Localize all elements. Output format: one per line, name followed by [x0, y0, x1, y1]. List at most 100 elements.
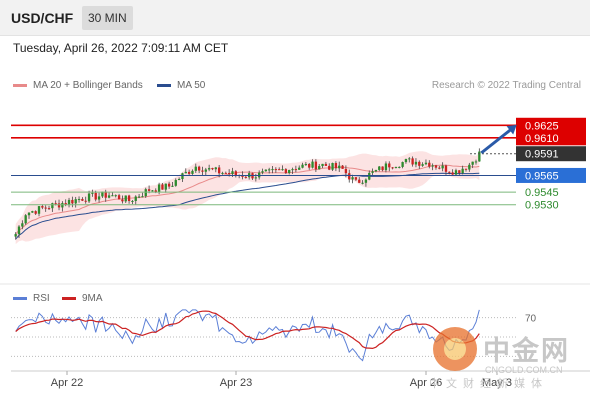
candle-body: [381, 166, 384, 171]
pivot-label: 0.9565: [525, 170, 559, 182]
candle-body: [361, 182, 364, 184]
candle-body: [434, 165, 438, 168]
legend-rsi-label: RSI: [33, 293, 50, 304]
x-tick-label: Apr 26: [410, 377, 442, 389]
x-tick-label: Apr 23: [220, 377, 252, 389]
candle-body: [197, 166, 201, 171]
candle-body: [31, 211, 34, 213]
candle-body: [344, 168, 348, 174]
candle-body: [21, 223, 24, 227]
candle-body: [47, 208, 51, 210]
candle-body: [358, 179, 361, 183]
candle-body: [288, 169, 291, 174]
candle-body: [341, 165, 344, 169]
candle-body: [331, 162, 334, 170]
candle-body: [461, 168, 464, 174]
candle-body: [328, 165, 331, 170]
x-tick-label: Apr 22: [51, 377, 83, 389]
candle-body: [121, 199, 124, 202]
candle-body: [104, 191, 107, 198]
candle-body: [71, 199, 74, 204]
ma20-line: [15, 164, 480, 235]
candle-body: [101, 191, 104, 197]
candle-body: [57, 203, 61, 208]
candle-body: [117, 195, 121, 200]
timeframe-badge[interactable]: 30 MIN: [82, 6, 133, 30]
candle-body: [294, 169, 298, 171]
candle-body: [271, 169, 274, 171]
candle-body: [164, 183, 167, 190]
last-price-box: [516, 146, 586, 162]
candle-body: [171, 185, 174, 187]
candle-body: [17, 226, 21, 235]
candle-body: [468, 164, 471, 170]
candle-body: [314, 161, 318, 170]
projection-arrow: [480, 127, 513, 155]
candle-body: [144, 189, 147, 197]
candle-body: [94, 192, 97, 200]
candle-body: [174, 180, 177, 186]
candle-body: [264, 169, 268, 172]
candle-body: [304, 163, 308, 165]
resistance-label: 0.9610: [525, 133, 559, 145]
candle-body: [281, 169, 284, 171]
candle-body: [44, 207, 47, 209]
candle-body: [474, 161, 478, 163]
candle-body: [244, 176, 247, 178]
candle-body: [221, 172, 224, 174]
candle-body: [478, 151, 481, 162]
candle-body: [334, 162, 338, 169]
candle-body: [354, 177, 358, 180]
candle-body: [97, 196, 101, 200]
resistance-label-box: [516, 117, 586, 133]
legend-ma20-swatch: [13, 84, 27, 87]
candle-body: [67, 199, 71, 205]
candle-body: [61, 203, 64, 208]
candle-body: [431, 165, 434, 167]
candle-body: [464, 168, 468, 170]
candle-body: [211, 168, 214, 170]
candle-body: [54, 203, 57, 205]
resistance-label-box: [516, 130, 586, 146]
candle-body: [254, 177, 258, 179]
legend-rsi: RSI: [13, 293, 50, 304]
candle-body: [391, 167, 394, 169]
candle-body: [37, 206, 41, 214]
candle-body: [278, 169, 281, 171]
candle-body: [187, 171, 191, 174]
research-credit: Research © 2022 Trading Central: [431, 80, 581, 91]
candle-body: [177, 178, 181, 181]
candle-body: [131, 200, 134, 202]
pivot-label-box: [516, 167, 586, 183]
legend-9ma: 9MA: [62, 293, 103, 304]
legend-ma20: MA 20 + Bollinger Bands: [13, 80, 143, 91]
candle-body: [124, 195, 127, 202]
candle-body: [418, 161, 421, 166]
candle-body: [24, 215, 27, 224]
candle-body: [107, 195, 111, 198]
candle-body: [81, 198, 84, 201]
candle-body: [421, 164, 424, 166]
candle-body: [114, 195, 117, 197]
candle-body: [371, 171, 374, 173]
watermark: 中金网 CNGOLD.COM.CN 中文财经新媒体: [429, 327, 583, 391]
candle-body: [364, 179, 368, 183]
candle-body: [414, 161, 418, 165]
candle-body: [471, 161, 474, 165]
watermark-logo-icon: [433, 327, 477, 371]
watermark-sub: 中文财经新媒体: [429, 377, 548, 390]
candle-body: [384, 163, 388, 171]
candle-body: [191, 170, 194, 174]
candle-body: [91, 192, 94, 194]
candle-body: [154, 190, 157, 193]
candle-body: [298, 167, 301, 170]
candle-body: [157, 184, 161, 193]
candle-body: [184, 171, 187, 174]
candle-body: [321, 163, 324, 167]
candle-body: [14, 234, 17, 237]
legend-ma50: MA 50: [157, 80, 205, 91]
candle-body: [77, 198, 81, 200]
candle-body: [291, 169, 294, 171]
rsi-ma9-line: [15, 310, 480, 350]
